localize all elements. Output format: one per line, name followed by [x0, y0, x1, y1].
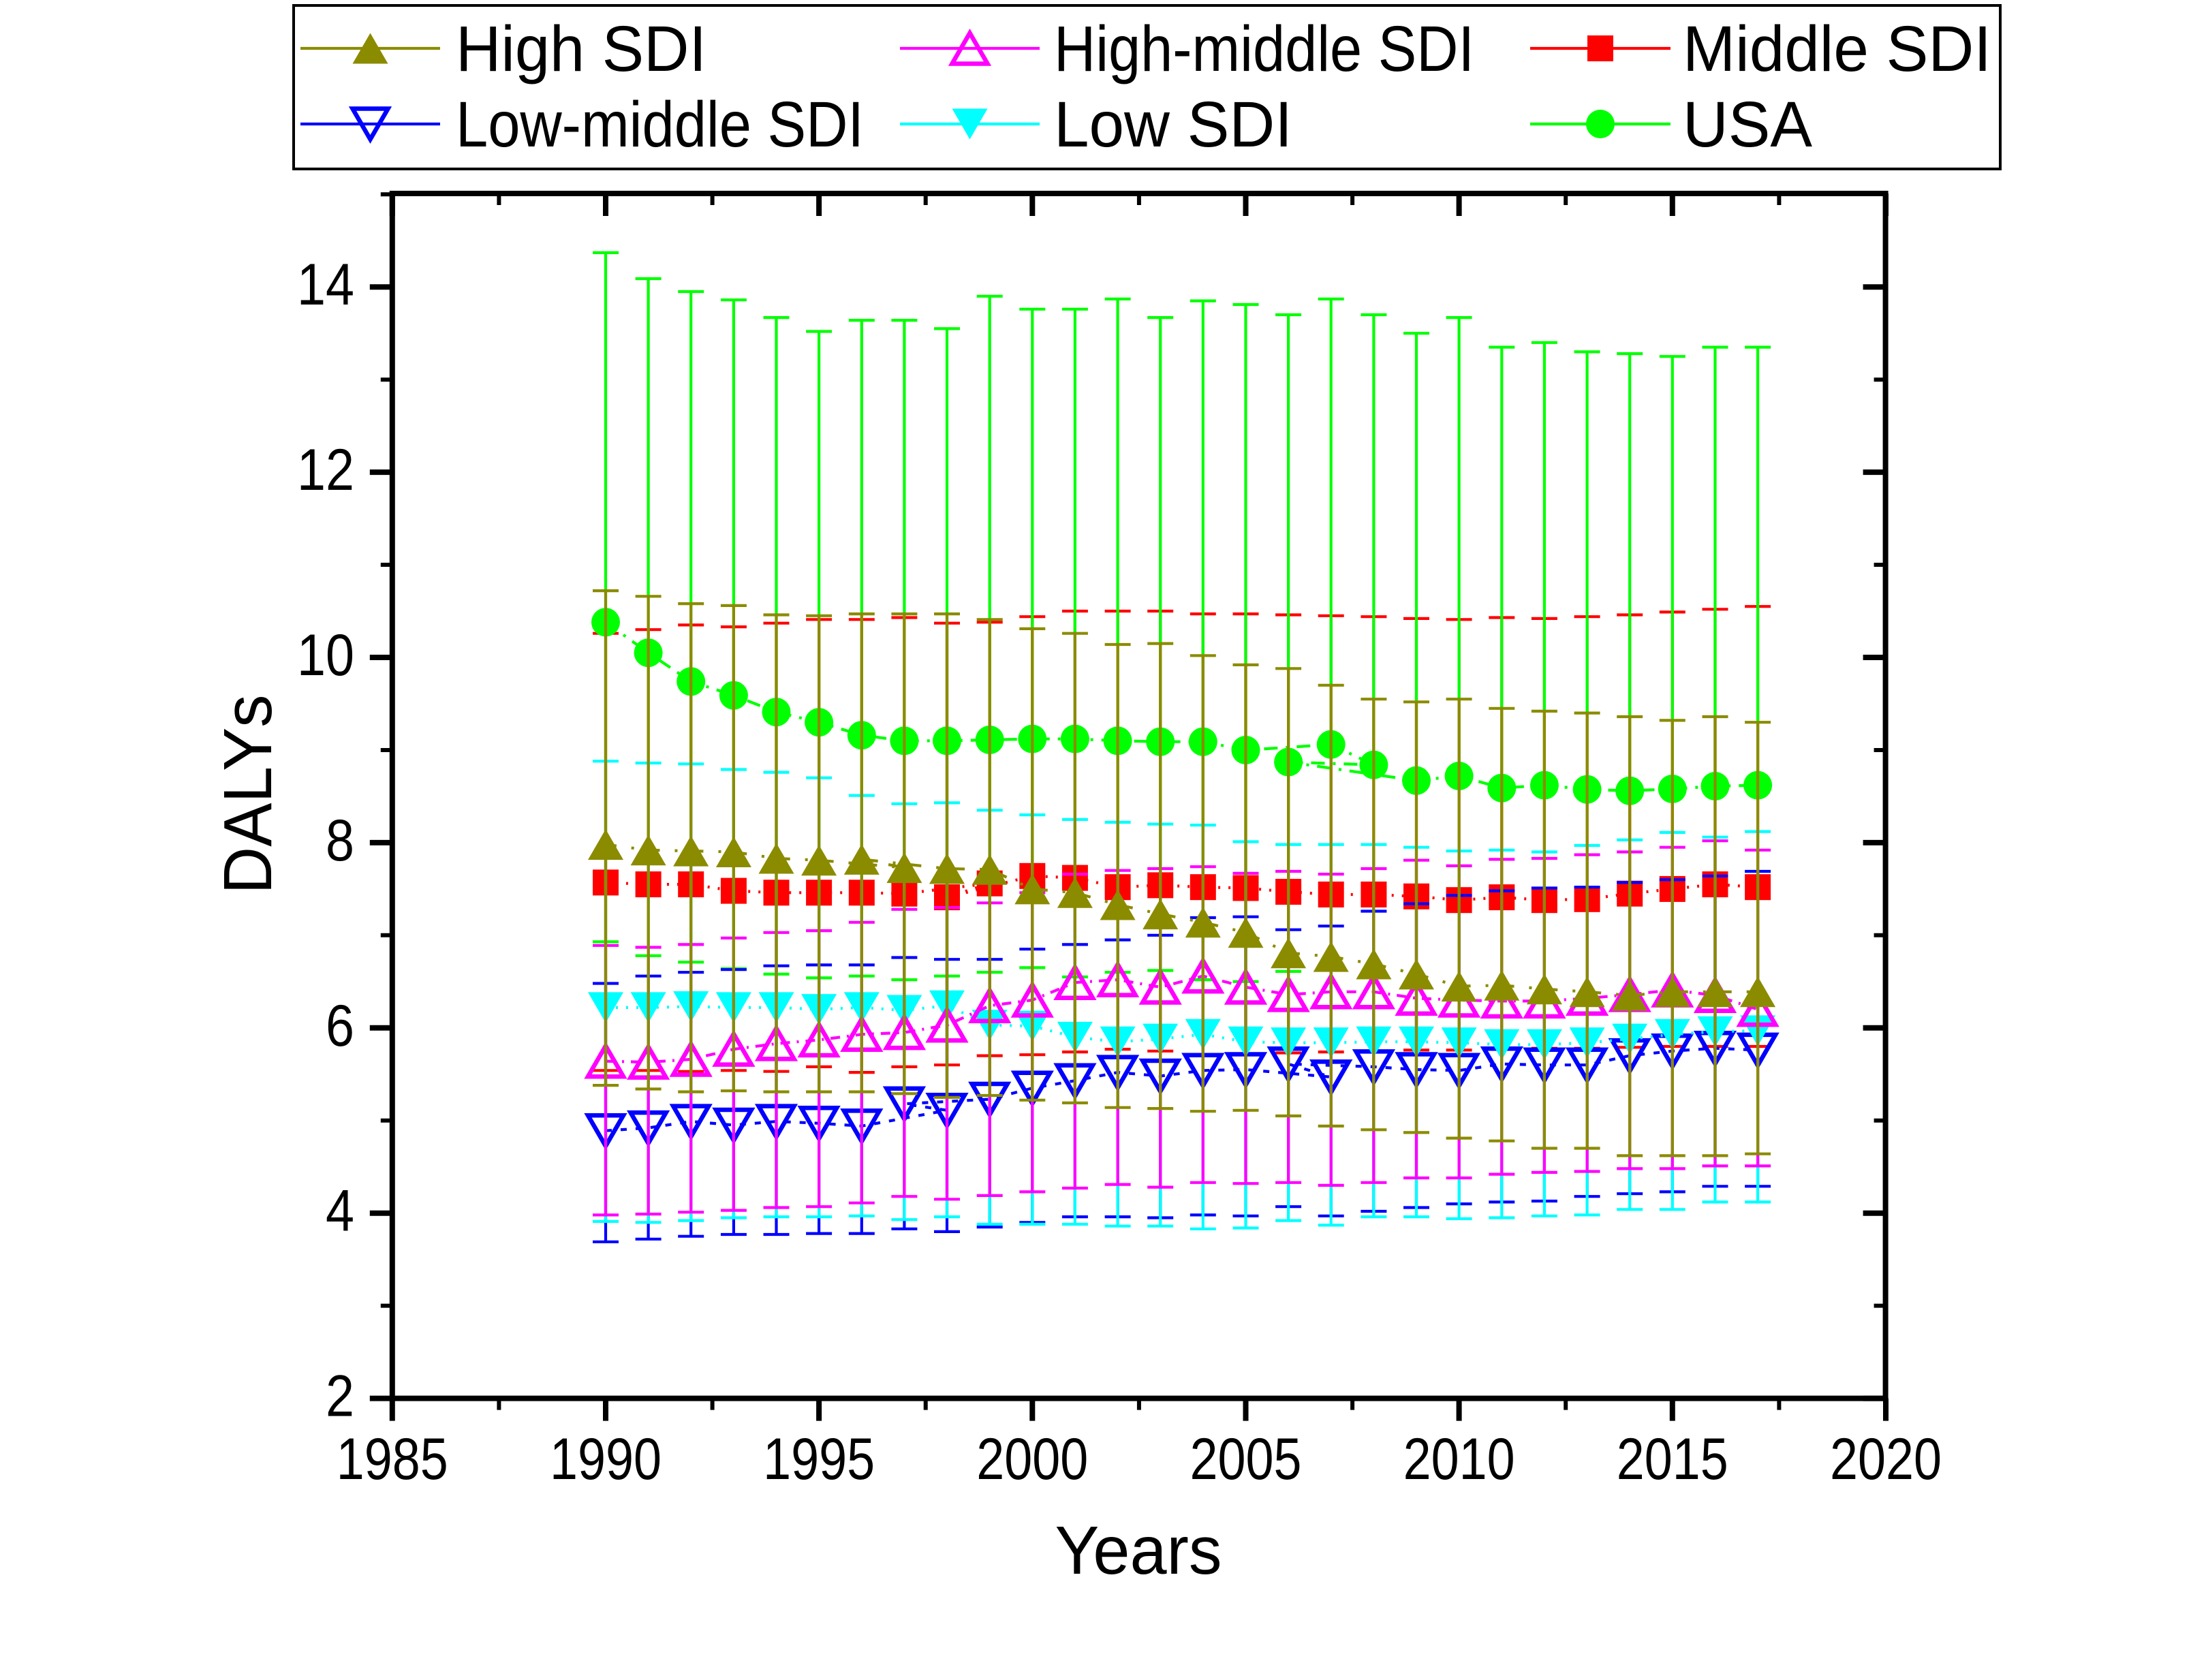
svg-text:High-middle SDI: High-middle SDI	[1054, 13, 1474, 85]
svg-text:8: 8	[326, 808, 354, 873]
svg-text:4: 4	[326, 1179, 354, 1244]
svg-text:2000: 2000	[976, 1427, 1088, 1492]
svg-text:1985: 1985	[337, 1427, 448, 1492]
svg-text:10: 10	[297, 623, 354, 688]
svg-text:12: 12	[297, 437, 354, 503]
svg-text:Low-middle SDI: Low-middle SDI	[456, 89, 864, 161]
svg-text:DALYs: DALYs	[210, 695, 286, 895]
svg-text:1990: 1990	[550, 1427, 662, 1492]
svg-text:1995: 1995	[763, 1427, 875, 1492]
svg-text:Low SDI: Low SDI	[1054, 89, 1292, 161]
svg-text:High SDI: High SDI	[456, 13, 706, 85]
svg-text:Years: Years	[1055, 1512, 1222, 1589]
svg-text:2: 2	[326, 1364, 354, 1429]
svg-text:2020: 2020	[1830, 1427, 1942, 1492]
svg-text:6: 6	[326, 993, 354, 1059]
svg-text:14: 14	[297, 252, 354, 317]
svg-text:2005: 2005	[1190, 1427, 1302, 1492]
svg-text:2010: 2010	[1403, 1427, 1515, 1492]
svg-text:USA: USA	[1683, 89, 1813, 161]
svg-text:Middle SDI: Middle SDI	[1683, 13, 1991, 85]
svg-text:2015: 2015	[1617, 1427, 1728, 1492]
